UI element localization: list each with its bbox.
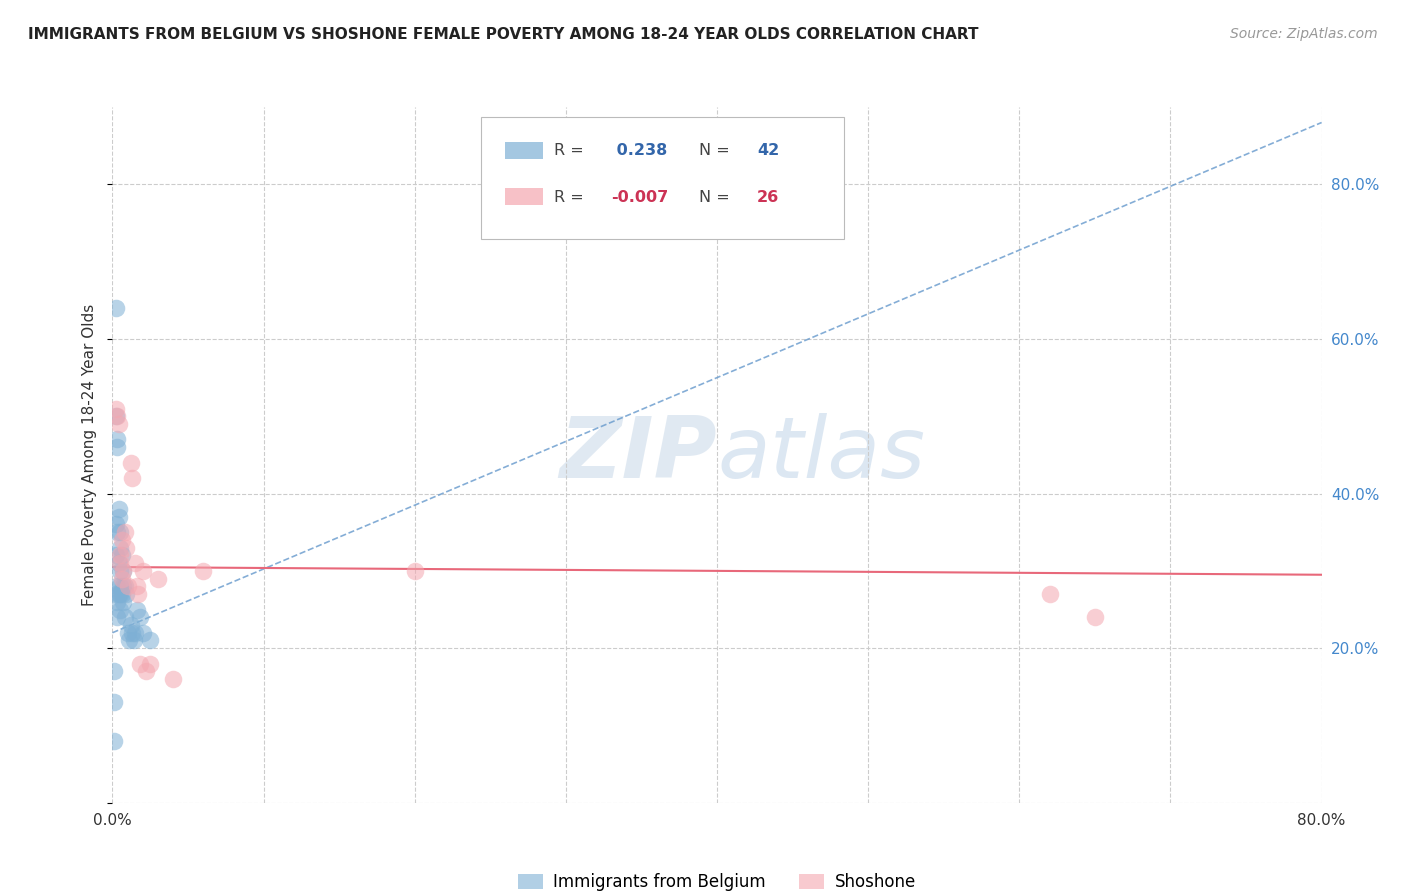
FancyBboxPatch shape [506,188,543,205]
Point [104,587,127,601]
Point [105,440,128,454]
Point [1038,587,1062,601]
Text: R =: R = [554,144,589,159]
Point [108,549,131,563]
Point [112,564,135,578]
Point [162,672,184,686]
Point [107,417,129,431]
Point [104,409,127,424]
Point [105,525,128,540]
Text: N =: N = [699,190,735,205]
Point [107,587,129,601]
Text: 42: 42 [756,144,779,159]
Point [105,610,128,624]
FancyBboxPatch shape [481,118,844,239]
Point [124,556,146,570]
Point [108,556,131,570]
Point [115,541,138,555]
Point [112,595,135,609]
Point [110,549,132,563]
Point [132,564,155,578]
Point [139,657,162,671]
Point [107,502,129,516]
Text: IMMIGRANTS FROM BELGIUM VS SHOSHONE FEMALE POVERTY AMONG 18-24 YEAR OLDS CORRELA: IMMIGRANTS FROM BELGIUM VS SHOSHONE FEMA… [28,27,979,42]
Y-axis label: Female Poverty Among 18-24 Year Olds: Female Poverty Among 18-24 Year Olds [82,304,97,606]
Text: -0.007: -0.007 [610,190,668,205]
Point [108,579,131,593]
Text: 0.238: 0.238 [610,144,666,159]
Point [112,564,135,578]
Point [108,602,131,616]
Point [125,602,148,616]
Point [128,657,150,671]
Point [117,625,139,640]
Point [128,610,150,624]
Point [404,564,426,578]
Point [108,541,131,555]
Text: 26: 26 [756,190,779,205]
Point [120,456,142,470]
Point [127,587,149,601]
Point [114,579,136,593]
Point [121,471,143,485]
Point [105,595,128,609]
Point [114,525,136,540]
Legend: Immigrants from Belgium, Shoshone: Immigrants from Belgium, Shoshone [512,867,922,892]
Point [112,579,135,593]
Point [110,533,132,547]
Point [139,633,162,648]
Point [122,633,145,648]
Point [117,579,139,593]
Point [108,564,131,578]
Point [191,564,214,578]
Point [105,433,128,447]
Point [103,695,125,709]
Point [103,665,125,679]
Point [118,633,141,648]
Point [110,587,132,601]
Point [103,734,125,748]
Text: ZIP: ZIP [560,413,717,497]
FancyBboxPatch shape [506,142,543,159]
Point [108,587,131,601]
Point [1084,610,1107,624]
Point [104,401,127,416]
Point [104,301,127,315]
Point [146,572,169,586]
Point [110,572,132,586]
Point [114,610,136,624]
Point [115,587,138,601]
Point [104,517,127,532]
Point [124,625,146,640]
Point [132,625,155,640]
Point [105,579,128,593]
Point [104,549,127,563]
Text: R =: R = [554,190,589,205]
Point [108,525,131,540]
Point [105,409,128,424]
Point [135,665,157,679]
Point [107,556,129,570]
Point [121,625,143,640]
Point [107,509,129,524]
Point [125,579,148,593]
Text: N =: N = [699,144,735,159]
Text: Source: ZipAtlas.com: Source: ZipAtlas.com [1230,27,1378,41]
Text: atlas: atlas [717,413,925,497]
Point [120,618,142,632]
